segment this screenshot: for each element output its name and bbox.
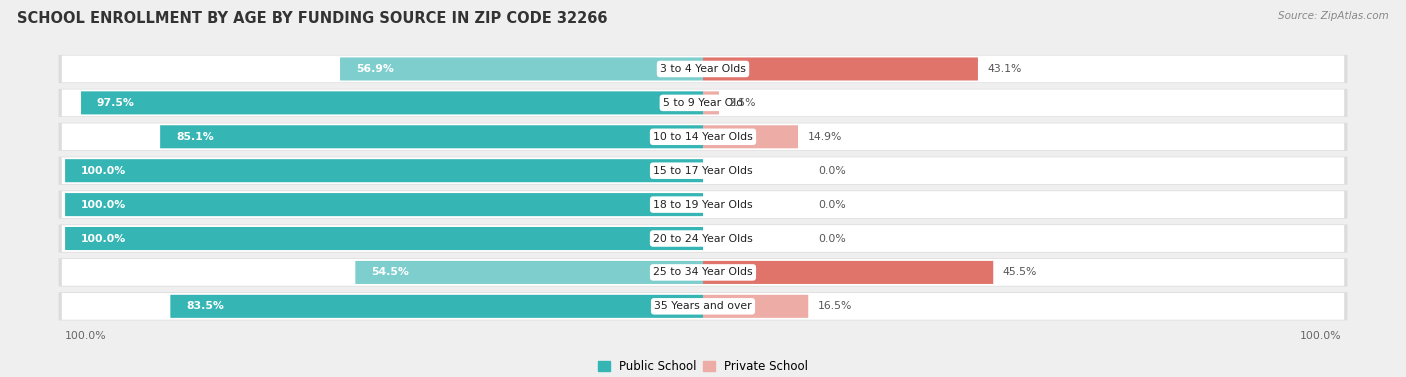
Text: 43.1%: 43.1% — [987, 64, 1022, 74]
FancyBboxPatch shape — [62, 259, 1344, 286]
FancyBboxPatch shape — [65, 159, 703, 182]
Text: 100.0%: 100.0% — [82, 166, 127, 176]
FancyBboxPatch shape — [703, 295, 808, 318]
Text: 35 Years and over: 35 Years and over — [654, 301, 752, 311]
FancyBboxPatch shape — [62, 157, 1344, 184]
Text: 100.0%: 100.0% — [82, 233, 127, 244]
Text: 97.5%: 97.5% — [97, 98, 135, 108]
FancyBboxPatch shape — [82, 91, 703, 114]
FancyBboxPatch shape — [703, 125, 799, 148]
FancyBboxPatch shape — [703, 261, 993, 284]
Text: 45.5%: 45.5% — [1002, 267, 1038, 277]
Text: 3 to 4 Year Olds: 3 to 4 Year Olds — [659, 64, 747, 74]
Text: 2.5%: 2.5% — [728, 98, 756, 108]
Text: 100.0%: 100.0% — [82, 199, 127, 210]
FancyBboxPatch shape — [59, 156, 1347, 185]
FancyBboxPatch shape — [160, 125, 703, 148]
Text: Source: ZipAtlas.com: Source: ZipAtlas.com — [1278, 11, 1389, 21]
FancyBboxPatch shape — [59, 224, 1347, 253]
Text: 54.5%: 54.5% — [371, 267, 409, 277]
Text: 83.5%: 83.5% — [186, 301, 224, 311]
FancyBboxPatch shape — [65, 193, 703, 216]
FancyBboxPatch shape — [59, 89, 1347, 117]
FancyBboxPatch shape — [703, 91, 718, 114]
Text: 0.0%: 0.0% — [818, 233, 845, 244]
FancyBboxPatch shape — [62, 191, 1344, 218]
Text: 15 to 17 Year Olds: 15 to 17 Year Olds — [654, 166, 752, 176]
Text: 25 to 34 Year Olds: 25 to 34 Year Olds — [654, 267, 752, 277]
Text: 85.1%: 85.1% — [176, 132, 214, 142]
Text: 100.0%: 100.0% — [1299, 331, 1341, 341]
FancyBboxPatch shape — [62, 293, 1344, 320]
FancyBboxPatch shape — [340, 57, 703, 81]
FancyBboxPatch shape — [65, 227, 703, 250]
Text: 18 to 19 Year Olds: 18 to 19 Year Olds — [654, 199, 752, 210]
FancyBboxPatch shape — [59, 258, 1347, 287]
FancyBboxPatch shape — [59, 190, 1347, 219]
FancyBboxPatch shape — [62, 89, 1344, 116]
Text: 14.9%: 14.9% — [807, 132, 842, 142]
FancyBboxPatch shape — [59, 55, 1347, 83]
Text: 56.9%: 56.9% — [356, 64, 394, 74]
FancyBboxPatch shape — [703, 57, 979, 81]
Text: 5 to 9 Year Old: 5 to 9 Year Old — [662, 98, 744, 108]
Text: 20 to 24 Year Olds: 20 to 24 Year Olds — [654, 233, 752, 244]
FancyBboxPatch shape — [356, 261, 703, 284]
Text: 0.0%: 0.0% — [818, 199, 845, 210]
Text: 16.5%: 16.5% — [818, 301, 852, 311]
Text: 100.0%: 100.0% — [65, 331, 107, 341]
Text: 0.0%: 0.0% — [818, 166, 845, 176]
FancyBboxPatch shape — [62, 123, 1344, 150]
FancyBboxPatch shape — [62, 55, 1344, 82]
Text: 10 to 14 Year Olds: 10 to 14 Year Olds — [654, 132, 752, 142]
FancyBboxPatch shape — [59, 123, 1347, 151]
FancyBboxPatch shape — [59, 292, 1347, 320]
Text: SCHOOL ENROLLMENT BY AGE BY FUNDING SOURCE IN ZIP CODE 32266: SCHOOL ENROLLMENT BY AGE BY FUNDING SOUR… — [17, 11, 607, 26]
FancyBboxPatch shape — [170, 295, 703, 318]
Legend: Public School, Private School: Public School, Private School — [593, 355, 813, 377]
FancyBboxPatch shape — [62, 225, 1344, 252]
